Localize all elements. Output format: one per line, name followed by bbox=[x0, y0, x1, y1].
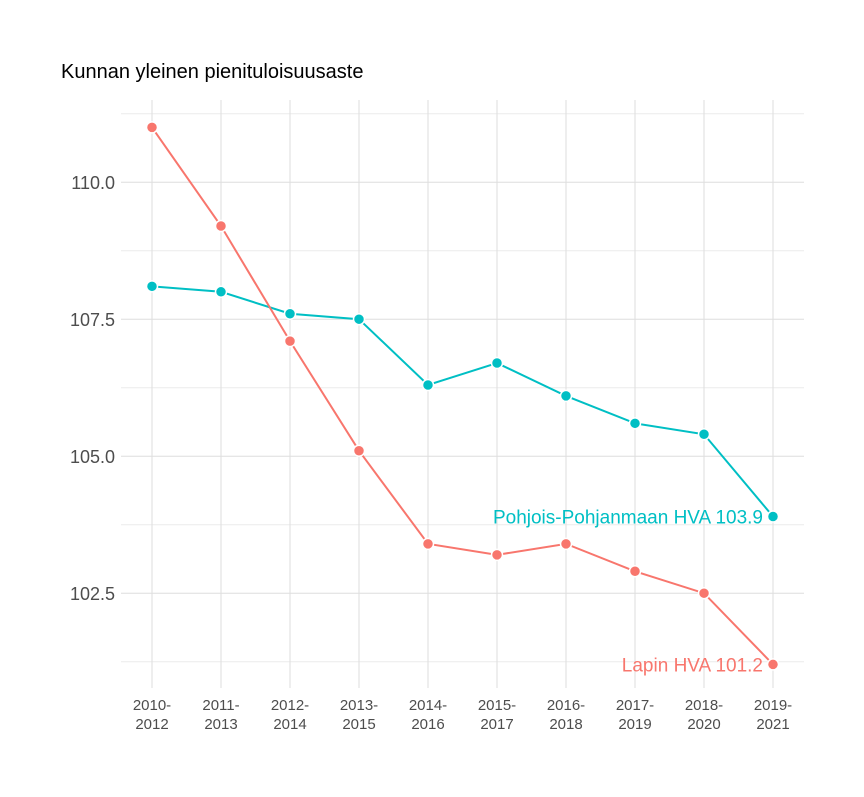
data-point bbox=[628, 565, 642, 578]
data-point bbox=[352, 312, 366, 326]
x-tick-label: 2010-2012 bbox=[133, 697, 171, 733]
data-point bbox=[697, 428, 711, 441]
chart-title: Kunnan yleinen pienituloisuusaste bbox=[61, 61, 363, 83]
y-tick-label: 110.0 bbox=[71, 173, 115, 193]
data-point bbox=[766, 658, 780, 671]
y-tick-label: 102.5 bbox=[70, 584, 115, 604]
data-point bbox=[283, 334, 297, 348]
x-tick-label: 2017-2019 bbox=[616, 697, 654, 733]
y-tick-label: 107.5 bbox=[70, 310, 115, 330]
series-line-0 bbox=[151, 285, 774, 518]
data-point bbox=[352, 444, 366, 457]
series-end-label: Lapin HVA 101.2 bbox=[622, 655, 763, 676]
x-tick-label: 2015-2017 bbox=[478, 697, 516, 733]
data-point bbox=[490, 356, 504, 370]
data-point bbox=[559, 389, 573, 403]
data-point bbox=[421, 378, 435, 392]
x-tick-label: 2014-2016 bbox=[409, 697, 447, 733]
x-tick-label: 2016-2018 bbox=[547, 697, 585, 733]
data-point bbox=[628, 417, 642, 430]
data-point bbox=[283, 307, 297, 320]
series-end-label: Pohjois-Pohjanmaan HVA 103.9 bbox=[493, 507, 763, 528]
data-point bbox=[697, 586, 711, 600]
data-point bbox=[145, 121, 159, 134]
x-tick-label: 2011-2013 bbox=[202, 697, 239, 733]
data-point bbox=[421, 537, 435, 551]
series-line-1 bbox=[151, 126, 774, 666]
x-tick-label: 2013-2015 bbox=[340, 697, 378, 733]
x-tick-label: 2019-2021 bbox=[754, 697, 792, 733]
data-point bbox=[214, 219, 228, 233]
data-point bbox=[766, 510, 780, 523]
data-point bbox=[490, 548, 504, 562]
x-tick-label: 2012-2014 bbox=[271, 697, 309, 733]
y-tick-label: 105.0 bbox=[70, 447, 115, 467]
data-point bbox=[145, 280, 159, 293]
data-point bbox=[214, 285, 228, 299]
data-point bbox=[559, 537, 573, 551]
x-tick-label: 2018-2020 bbox=[685, 697, 723, 733]
